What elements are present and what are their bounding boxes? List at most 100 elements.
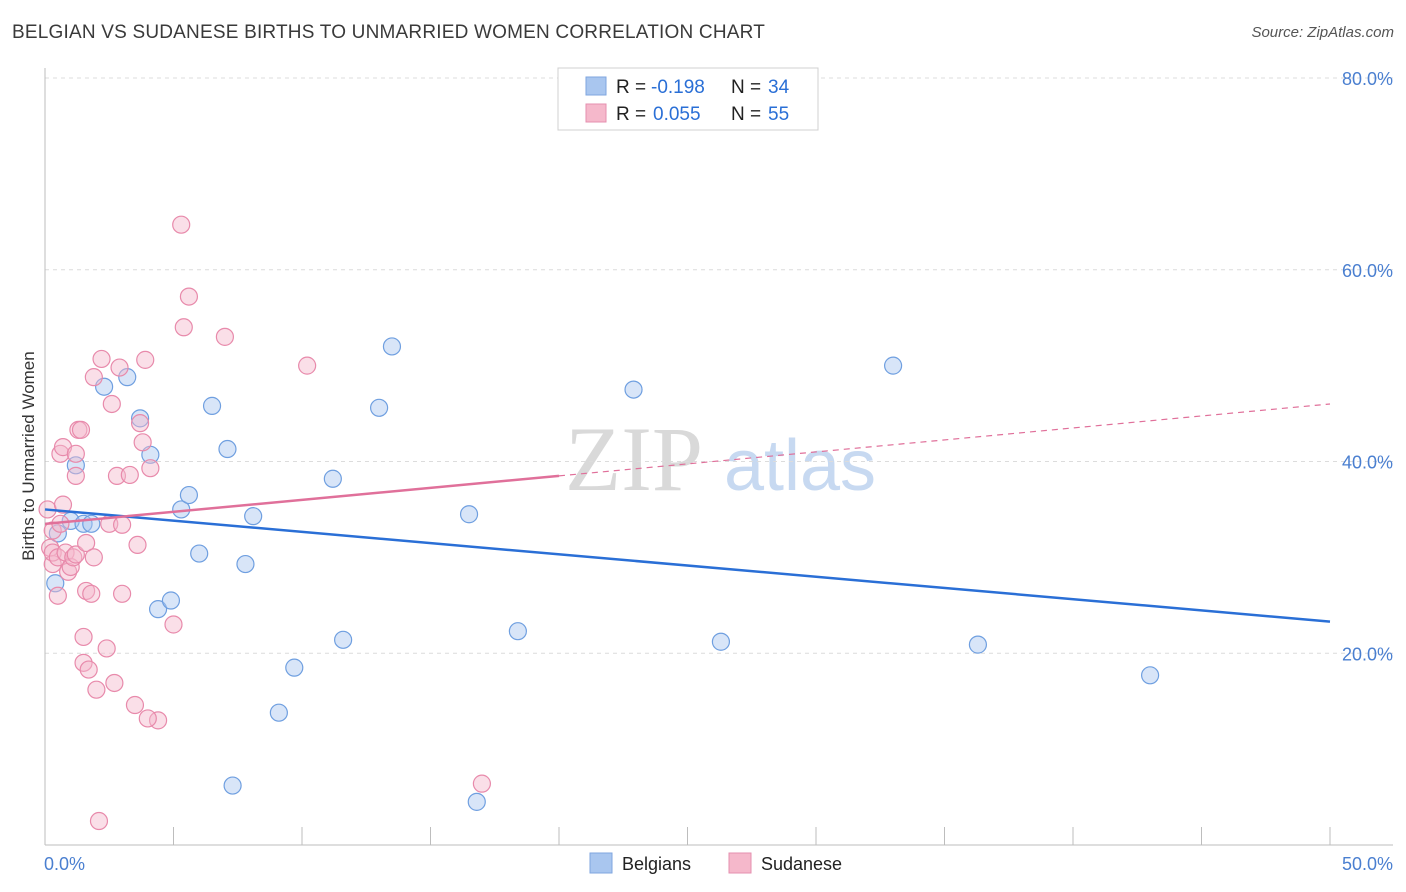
legend-swatch-sudanese [585,103,607,123]
bottom-legend-label-sudanese: Sudanese [761,854,842,874]
point-sudanese-43 [133,433,152,452]
point-belgians-15 [202,396,222,415]
point-sudanese-44 [136,350,155,369]
watermark-atlas: atlas [724,426,876,506]
point-sudanese-38 [112,515,132,534]
bottom-legend: Belgians Sudanese [589,852,842,874]
point-belgians-30 [711,632,731,651]
legend-n-value-belgians: 34 [768,77,790,98]
point-belgians-24 [370,398,389,417]
point-belgians-29 [624,380,643,399]
point-belgians-33 [1140,666,1160,685]
legend-r-label-sudanese: R = [616,104,646,125]
point-sudanese-36 [110,358,129,377]
legend-r-value-belgians: -0.198 [651,77,705,98]
point-belgians-7 [118,368,137,387]
point-sudanese-45 [141,459,160,478]
bottom-legend-label-belgians: Belgians [622,854,691,874]
point-belgians-14 [190,544,209,563]
watermark-zip: ZIP [565,408,703,510]
point-sudanese-14 [64,548,83,567]
point-sudanese-25 [82,584,101,603]
trend-line-sudanese [44,474,560,526]
y-tick-labels: 20.0% 40.0% 60.0% 80.0% [1342,69,1393,664]
point-belgians-13 [179,485,199,505]
point-sudanese-48 [172,215,191,234]
point-belgians-11 [161,591,181,610]
point-sudanese-30 [92,349,111,369]
point-sudanese-37 [112,584,132,603]
point-sudanese-28 [87,680,106,699]
point-sudanese-53 [472,774,491,793]
point-sudanese-41 [128,535,147,555]
legend-n-label-sudanese: N = [731,104,761,125]
trend-line-belgians [44,508,1331,623]
point-sudanese-12 [59,562,78,581]
legend-swatch-belgians [585,76,607,96]
bottom-legend-swatch-belgians [589,852,613,874]
point-sudanese-49 [174,318,193,337]
point-sudanese-39 [120,465,139,485]
point-sudanese-15 [66,466,85,485]
point-belgians-27 [467,792,486,811]
point-sudanese-47 [164,615,183,634]
legend-n-value-sudanese: 55 [768,104,789,125]
y-tick-label-40: 40.0% [1342,453,1393,473]
point-sudanese-51 [215,327,234,346]
point-sudanese-20 [74,627,93,647]
point-sudanese-24 [79,660,98,679]
point-belgians-28 [508,622,527,641]
point-belgians-22 [323,469,342,488]
point-sudanese-52 [298,356,317,375]
point-sudanese-17 [66,444,85,463]
x-tick-label-min: 0.0% [44,854,85,874]
point-belgians-21 [285,658,304,677]
point-belgians-19 [244,507,263,526]
point-belgians-31 [883,356,903,375]
point-sudanese-23 [77,581,96,601]
point-belgians-8 [130,409,150,428]
point-belgians-25 [382,337,402,356]
point-belgians-17 [223,776,242,795]
point-sudanese-10 [53,495,73,514]
point-sudanese-27 [84,548,103,567]
point-sudanese-42 [130,414,150,433]
point-sudanese-35 [107,466,127,485]
bottom-legend-swatch-sudanese [728,852,752,874]
point-sudanese-33 [102,394,121,414]
y-tick-label-20: 20.0% [1342,644,1393,664]
legend-r-value-sudanese: 0.055 [653,104,701,125]
point-sudanese-5 [48,586,67,605]
legend-r-label-belgians: R = [616,77,646,98]
point-sudanese-40 [125,695,145,715]
point-belgians-32 [968,635,988,654]
point-belgians-18 [236,554,255,574]
trend-lines [44,403,1331,623]
point-sudanese-26 [84,368,103,387]
chart-title: BELGIAN VS SUDANESE BIRTHS TO UNMARRIED … [12,22,766,43]
point-sudanese-16 [66,545,85,564]
trend-line-sudanese-extension [558,403,1331,477]
axes [44,68,1393,846]
legend-box: R = -0.198 N = 34 R = 0.055 N = 55 [557,67,819,131]
y-tick-label-60: 60.0% [1342,261,1393,281]
point-belgians-20 [269,703,288,722]
grid-lines [45,77,1393,654]
point-sudanese-22 [77,533,96,553]
point-sudanese-34 [105,673,124,693]
point-sudanese-29 [89,811,109,831]
chart-source: Source: ZipAtlas.com [1251,24,1394,41]
point-belgians-26 [459,505,479,524]
point-belgians-23 [334,630,353,649]
legend-n-label-belgians: N = [731,77,761,98]
y-axis-title: Births to Unmarried Women [19,351,38,560]
point-belgians-10 [148,600,168,619]
point-sudanese-19 [71,420,91,439]
point-sudanese-54 [138,709,157,728]
point-sudanese-31 [97,639,116,658]
y-tick-label-80: 80.0% [1342,69,1393,89]
point-sudanese-50 [179,287,199,306]
x-tick-label-max: 50.0% [1342,854,1393,874]
data-points [38,215,1160,831]
